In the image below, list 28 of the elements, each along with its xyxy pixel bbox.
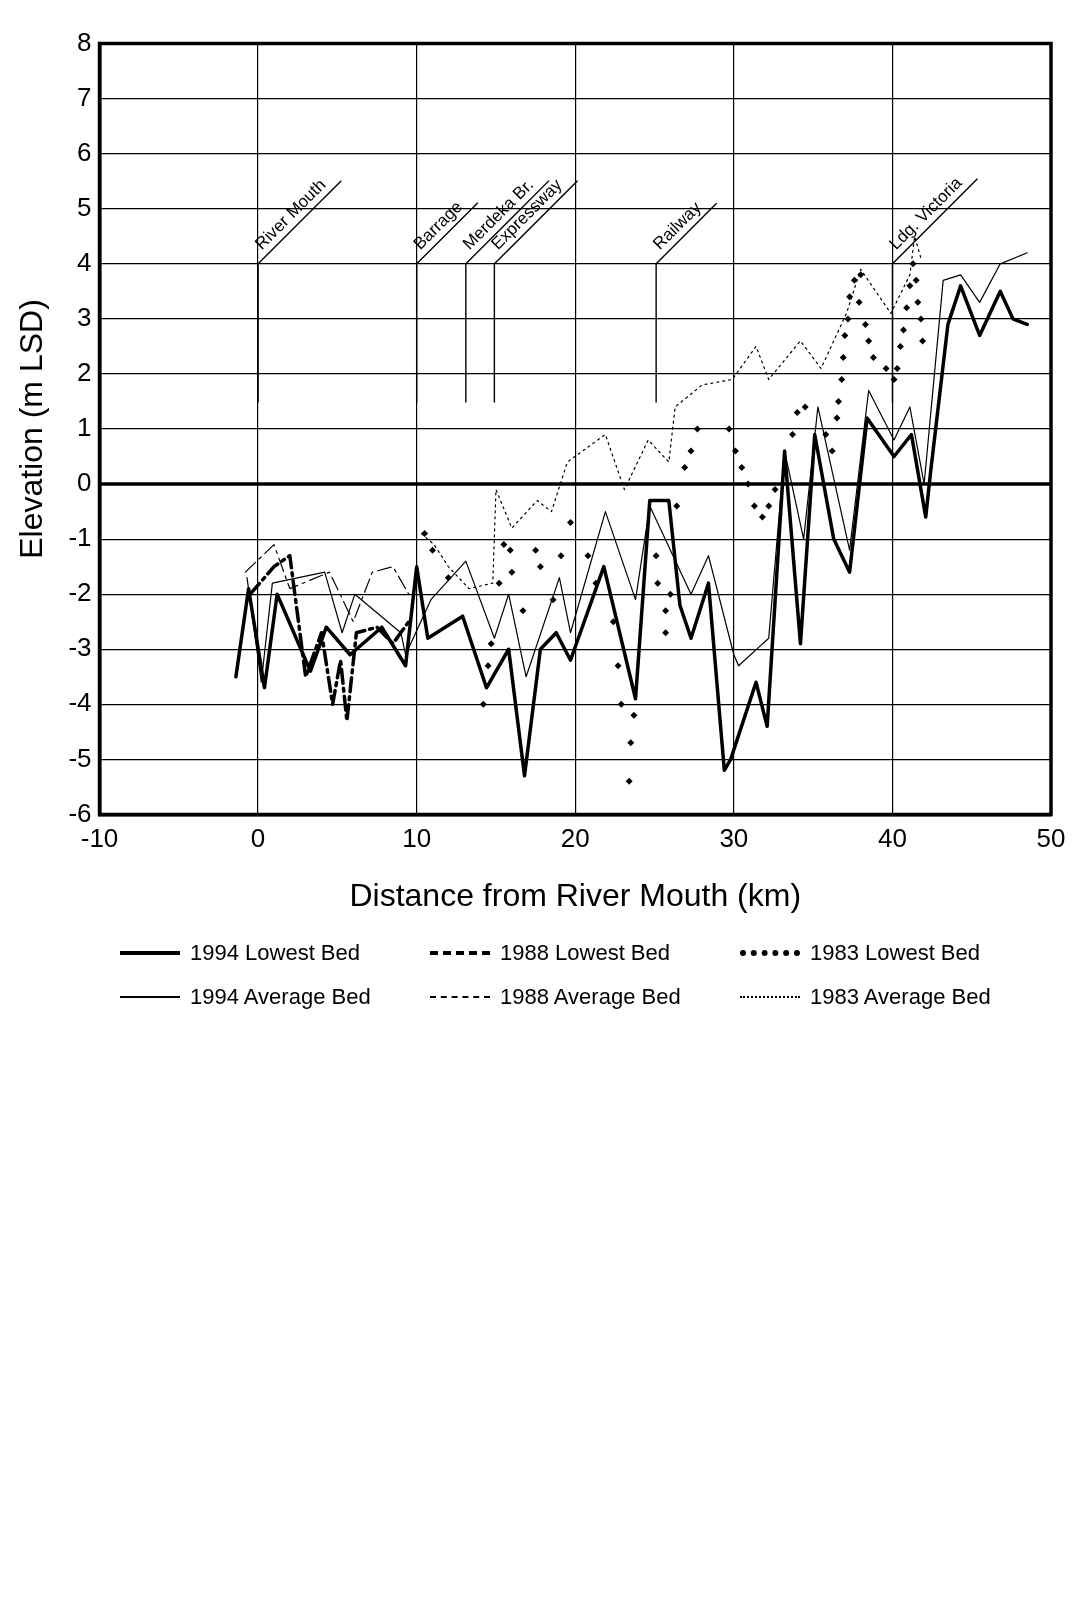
y-tick-label: 4 [77,247,92,277]
y-tick-label: 0 [77,467,92,498]
x-tick-label: 50 [1036,823,1066,854]
legend-label: 1994 Average Bed [190,984,371,1010]
y-tick-label: -1 [68,522,92,553]
x-tick-label: 0 [250,823,266,854]
y-tick-label: 8 [77,26,92,57]
legend-label: 1994 Lowest Bed [190,940,361,966]
x-tick-label: 20 [560,823,590,854]
x-tick-label: 40 [877,823,907,854]
y-tick-label: 3 [77,302,92,333]
legend-label: 1983 Lowest Bed [810,940,981,966]
legend-label: 1988 Average Bed [500,984,681,1010]
y-tick-label: -3 [68,632,92,663]
y-tick-label: 7 [77,81,92,112]
x-tick-label: 10 [402,823,432,854]
legend-label: 1983 Average Bed [810,984,991,1010]
legend-label: 1988 Lowest Bed [500,940,671,966]
y-tick-label: -4 [68,687,92,718]
y-tick-label: -2 [68,577,92,608]
y-tick-label: 1 [77,412,92,443]
y-tick-label: 6 [77,136,92,167]
y-tick-label: 2 [77,357,92,388]
y-tick-label: 5 [77,191,92,222]
x-axis-title: Distance from River Mouth (km) [349,876,802,913]
x-tick-label: 30 [719,823,749,854]
y-axis-title: Elevation (m LSD) [13,299,50,559]
y-tick-label: -5 [68,742,92,773]
